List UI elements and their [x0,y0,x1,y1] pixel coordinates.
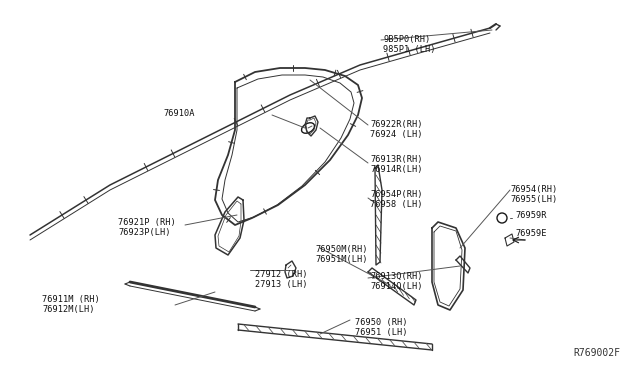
Text: 9B5P0(RH)
985P1 (LH): 9B5P0(RH) 985P1 (LH) [383,35,435,54]
Text: 76913Q(RH)
76914Q(LH): 76913Q(RH) 76914Q(LH) [370,272,422,291]
Text: 76910A: 76910A [163,109,195,118]
Text: 76950 (RH)
76951 (LH): 76950 (RH) 76951 (LH) [355,318,408,337]
Text: 76959R: 76959R [515,211,547,219]
Text: 76950M(RH)
76951M(LH): 76950M(RH) 76951M(LH) [315,245,367,264]
Text: 76954(RH)
76955(LH): 76954(RH) 76955(LH) [510,185,557,204]
Text: 76913R(RH)
76914R(LH): 76913R(RH) 76914R(LH) [370,155,422,174]
Text: 76959E: 76959E [515,230,547,238]
Text: 27912 (RH)
27913 (LH): 27912 (RH) 27913 (LH) [255,270,307,289]
Text: 76911M (RH)
76912M(LH): 76911M (RH) 76912M(LH) [42,295,100,314]
Text: 76921P (RH)
76923P(LH): 76921P (RH) 76923P(LH) [118,218,176,237]
Text: R769002F: R769002F [573,348,620,358]
Text: 76954P(RH)
76958 (LH): 76954P(RH) 76958 (LH) [370,190,422,209]
Text: 76922R(RH)
76924 (LH): 76922R(RH) 76924 (LH) [370,120,422,140]
